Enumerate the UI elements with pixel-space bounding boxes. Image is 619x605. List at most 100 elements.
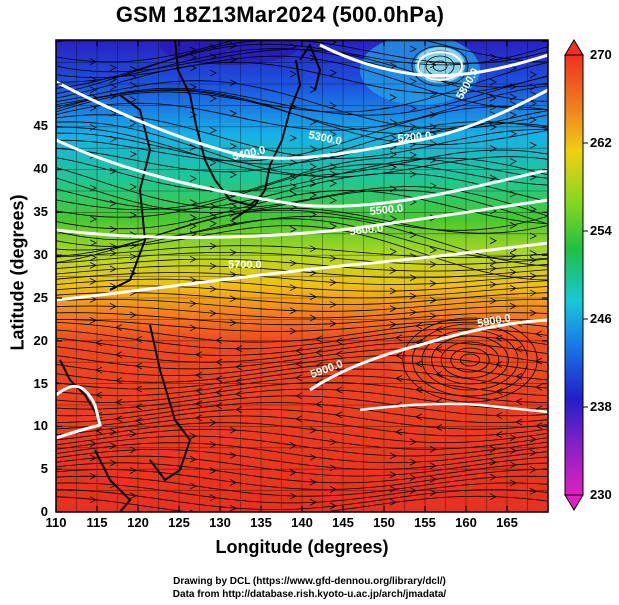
streamline-arrow (89, 123, 97, 131)
streamline-arrow (209, 419, 217, 427)
streamline-arrow (115, 324, 123, 331)
streamline-arrow (209, 95, 217, 102)
streamline-arrow (495, 334, 503, 342)
streamline-arrow (389, 305, 397, 312)
streamline-arrow (229, 451, 237, 459)
streamline-arrow (289, 43, 297, 50)
circulation-swirl (402, 317, 538, 403)
streamline-arrow (129, 96, 137, 104)
streamline-arrow (389, 321, 397, 328)
streamline-arrow (395, 375, 403, 382)
streamline-arrow (429, 475, 437, 483)
streamline-arrow (209, 467, 217, 474)
streamline-arrow (535, 330, 543, 338)
streamline-arrow (509, 93, 517, 101)
streamline-arrow (135, 336, 143, 343)
streamline-arrow (309, 180, 317, 188)
circulation-swirl (440, 341, 500, 379)
streamline (56, 328, 548, 350)
streamline-arrow (115, 351, 123, 359)
colorbar-label: 270 (590, 47, 612, 62)
streamline-arrow (195, 414, 203, 422)
colorbar-label: 238 (590, 399, 612, 414)
streamline-arrow (335, 337, 343, 345)
streamline (56, 355, 548, 377)
data-source-credit: Data from http://database.rish.kyoto-u.a… (172, 589, 447, 600)
streamline-arrow (89, 76, 97, 83)
streamline (56, 75, 548, 116)
streamline-arrow (135, 417, 143, 425)
streamline (56, 375, 548, 397)
streamline-arrow (229, 171, 237, 179)
colorbar-scale (564, 54, 584, 496)
streamline (56, 278, 548, 292)
circulation-swirl (459, 353, 480, 367)
streamline (56, 292, 548, 306)
contour-label: 5200.0 (397, 130, 432, 145)
streamline-arrow (435, 371, 443, 378)
streamline-arrow (135, 362, 143, 370)
grid-lines (56, 40, 548, 512)
streamline-arrow (215, 388, 223, 396)
streamline-arrow (235, 363, 243, 371)
streamline-arrow (389, 185, 397, 193)
streamline-arrow (529, 71, 537, 79)
streamline-arrow (189, 324, 197, 332)
streamline (56, 455, 548, 477)
contour-label: 5700.0 (228, 259, 262, 271)
streamline-arrow (335, 350, 343, 358)
streamline (56, 495, 548, 512)
streamline-arrow (209, 441, 217, 448)
x-tick-label: 125 (168, 515, 190, 530)
streamline (56, 105, 548, 162)
contour-label: 5600.0 (349, 223, 384, 238)
streamline-arrow (309, 314, 317, 322)
streamline-arrow (409, 151, 417, 159)
streamline-arrow (189, 111, 197, 119)
streamline (56, 61, 548, 99)
streamline-arrow (89, 261, 97, 269)
streamline-arrow (329, 464, 337, 472)
streamline-arrow (509, 302, 517, 310)
streamline-arrow (309, 453, 317, 461)
streamline-arrow (389, 163, 397, 171)
streamline-arrow (389, 287, 397, 295)
streamline-arrow (529, 256, 537, 264)
streamline-arrow (429, 445, 437, 453)
colorbar-label: 254 (590, 223, 612, 238)
streamline-arrow (295, 415, 303, 423)
streamline-arrow (489, 473, 497, 481)
x-tick-label: 120 (127, 515, 149, 530)
streamline-arrow (429, 462, 437, 470)
streamline-arrow (329, 69, 337, 77)
streamline-arrow (429, 280, 437, 287)
streamline-arrow (129, 446, 137, 454)
streamline-arrow (229, 56, 237, 64)
streamline-arrow (109, 76, 117, 83)
streamline-arrow (429, 123, 437, 131)
streamline-arrow (409, 308, 417, 316)
streamline (56, 368, 548, 390)
streamline-arrow (89, 184, 97, 192)
streamline-arrow (435, 424, 443, 431)
streamline-arrow (409, 170, 417, 178)
streamline-arrow (189, 300, 197, 307)
streamline-arrow (529, 449, 537, 457)
streamline-arrow (489, 174, 497, 182)
streamline-arrow (310, 30, 316, 36)
streamline-arrow (329, 102, 337, 109)
streamline-arrow (329, 502, 337, 510)
y-tick-label: 35 (33, 204, 48, 219)
streamline-arrow (289, 134, 297, 142)
streamline-arrow (329, 179, 337, 187)
streamline-arrow (289, 284, 297, 291)
streamline-arrow (529, 141, 537, 149)
streamline-arrow (429, 489, 437, 497)
streamline-arrow (209, 159, 217, 166)
streamline (56, 209, 548, 263)
circulation-swirl (411, 45, 469, 87)
streamline-arrow (209, 242, 217, 250)
streamline-arrow (489, 265, 497, 272)
streamline-arrow (95, 391, 103, 399)
streamline-arrow (435, 326, 443, 333)
